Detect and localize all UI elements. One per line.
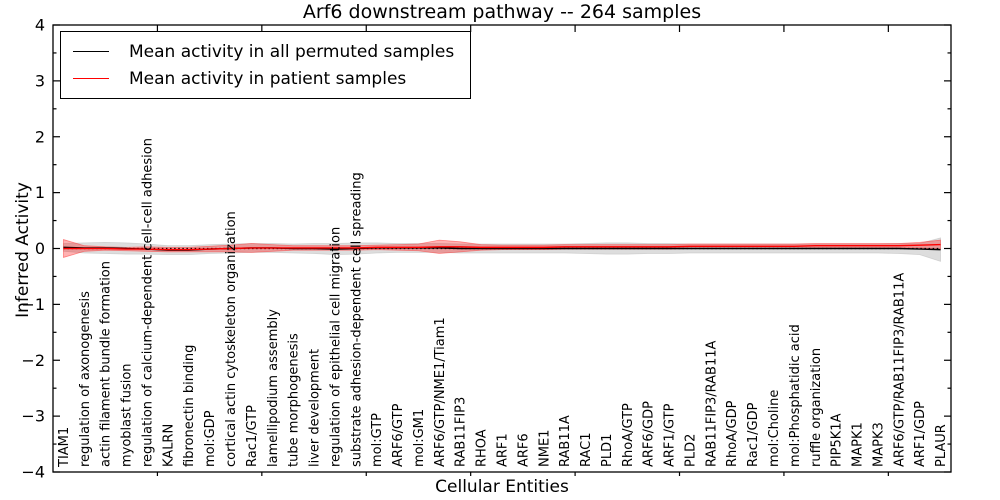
y-tick-label: 3 — [35, 71, 45, 90]
x-tick-label: liver development — [308, 349, 323, 467]
y-tick-label: −4 — [21, 463, 45, 482]
x-tick-label: RhoA/GDP — [725, 400, 740, 467]
x-tick-label: fibronectin binding — [182, 345, 197, 467]
x-tick-label: ruffle organization — [809, 348, 824, 467]
x-tick-label: ARF6/GTP/NME1/Tiam1 — [433, 317, 448, 467]
x-tick-label: regulation of calcium-dependent cell-cel… — [140, 138, 155, 467]
x-tick-label: substrate adhesion-dependent cell spread… — [349, 172, 364, 467]
legend-label-patient: Mean activity in patient samples — [129, 68, 407, 89]
x-tick-label: mol:GTP — [370, 413, 385, 467]
x-tick-label: ARF1/GDP — [913, 401, 928, 467]
x-tick-label: ARF1/GTP — [663, 403, 678, 467]
x-tick-label: ARF6/GTP — [391, 403, 406, 467]
x-tick-label: PIP5K1A — [830, 413, 845, 467]
chart-title: Arf6 downstream pathway -- 264 samples — [302, 1, 702, 23]
x-tick-label: RAB11A — [558, 415, 573, 467]
x-tick-label: KALRN — [161, 424, 176, 467]
x-tick-label: cortical actin cytoskeleton organization — [224, 211, 239, 467]
x-tick-label: NME1 — [537, 430, 552, 467]
x-tick-label: TIAM1 — [57, 427, 72, 468]
x-tick-label: myoblast fusion — [120, 363, 135, 467]
legend-item-permuted: Mean activity in all permuted samples — [73, 38, 454, 65]
y-tick-label: −3 — [21, 407, 45, 426]
legend-line-red-icon — [73, 78, 109, 79]
x-tick-label: MAPK3 — [871, 422, 886, 467]
x-tick-label: Rac1/GDP — [746, 402, 761, 467]
x-axis-label: Cellular Entities — [435, 477, 569, 497]
y-tick-label: 2 — [35, 127, 45, 146]
x-tick-label: ARF6/GDP — [642, 401, 657, 467]
y-tick-label: 0 — [35, 239, 45, 258]
x-tick-label: mol:Phosphatidic acid — [788, 324, 803, 467]
x-tick-label: RhoA/GTP — [621, 403, 636, 467]
legend-line-black-icon — [73, 51, 109, 52]
x-tick-label: RAB11FIP3/RAB11A — [704, 340, 719, 467]
y-tick-label: −2 — [21, 351, 45, 370]
x-tick-label: RAC1 — [579, 432, 594, 467]
x-tick-label: mol:Choline — [767, 390, 782, 467]
y-tick-label: 1 — [35, 183, 45, 202]
x-tick-label: regulation of epithelial cell migration — [328, 227, 343, 467]
x-tick-label: PLD1 — [600, 434, 615, 467]
x-tick-label: MAPK1 — [851, 422, 866, 467]
x-tick-label: ARF6 — [516, 433, 531, 467]
y-tick-label: 4 — [35, 16, 45, 35]
x-tick-label: lamellipodium assembly — [266, 309, 281, 467]
legend-label-permuted: Mean activity in all permuted samples — [129, 41, 455, 62]
x-tick-label: mol:GDP — [203, 410, 218, 467]
x-tick-label: PLAUR — [934, 424, 949, 467]
legend-item-patient: Mean activity in patient samples — [73, 65, 454, 92]
x-tick-label: PLD2 — [683, 434, 698, 467]
x-tick-label: ARF6/GTP/RAB11FIP3/RAB11A — [892, 273, 907, 467]
legend: Mean activity in all permuted samples Me… — [60, 31, 472, 99]
patient-mean-line — [63, 243, 941, 251]
x-tick-label: regulation of axonogenesis — [78, 291, 93, 467]
x-tick-label: actin filament bundle formation — [99, 261, 114, 467]
x-tick-label: Rac1/GTP — [245, 405, 260, 467]
x-tick-label: RAB11FIP3 — [454, 397, 469, 467]
x-tick-label: ARF1 — [496, 433, 511, 467]
x-tick-label: RHOA — [475, 429, 490, 467]
y-tick-label: −1 — [21, 295, 45, 314]
x-tick-label: tube morphogenesis — [287, 333, 302, 467]
x-tick-label: mol:GM1 — [412, 409, 427, 467]
